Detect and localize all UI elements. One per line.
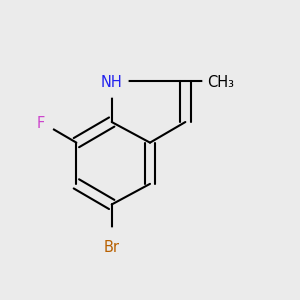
Text: F: F	[37, 116, 45, 131]
Text: NH: NH	[101, 75, 123, 90]
Text: Br: Br	[104, 240, 120, 255]
Circle shape	[95, 64, 128, 97]
Circle shape	[94, 228, 129, 263]
Text: CH₃: CH₃	[207, 75, 234, 90]
Circle shape	[28, 109, 54, 135]
Circle shape	[203, 63, 238, 98]
